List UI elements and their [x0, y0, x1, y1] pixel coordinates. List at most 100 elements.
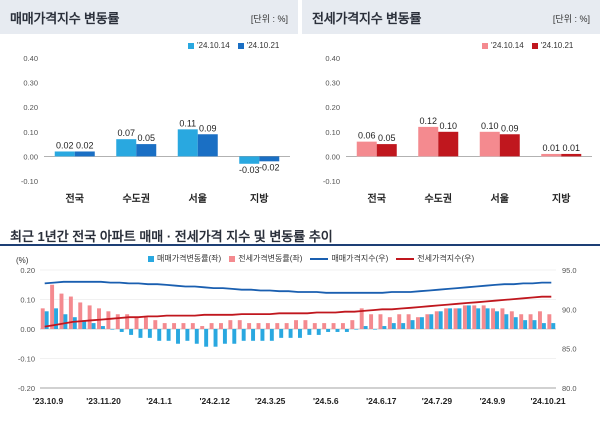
sale-rate-bar-31: [335, 329, 340, 332]
sale-rate-bar-14: [176, 329, 180, 344]
sale-rate-bar-17: [204, 329, 209, 347]
sale-data-label-3-0: -0.03: [239, 165, 260, 175]
sale-rate-bar-26: [288, 329, 293, 338]
jeonse-ytick-4: 0.00: [325, 152, 340, 161]
jeonse-rate-bar-18: [209, 323, 214, 329]
trend-legend-item-2: 전세가격변동률(좌): [229, 253, 302, 264]
sale-ytick-1: 0.30: [23, 79, 38, 88]
trend-title-underline: [0, 244, 600, 246]
jeonse-rate-bar-54: [547, 314, 552, 329]
sale-rate-bar-40: [419, 317, 424, 329]
sale-rate-bar-50: [513, 317, 518, 329]
sale-data-label-0-1: 0.02: [76, 140, 94, 150]
sale-rate-bar-47: [485, 308, 490, 329]
sale-rate-bar-10: [138, 329, 143, 338]
trend-xtick-7: '24.7.29: [422, 396, 453, 406]
jeonse-rate-bar-41: [425, 314, 430, 329]
jeonse-rate-bar-36: [378, 314, 383, 329]
sale-rate-bar-6: [100, 326, 105, 329]
sale-category-0: 전국: [66, 192, 84, 205]
sale-index-line: [44, 280, 552, 294]
sale-rate-bar-34: [363, 326, 368, 329]
jeonse-rate-bar-52: [528, 314, 533, 329]
sale-data-label-2-0: 0.11: [179, 118, 196, 128]
sale-rate-bar-28: [307, 329, 312, 335]
sale-legend-swatch-2: [237, 42, 244, 49]
jeonse-data-label-0-1: 0.05: [378, 133, 396, 143]
trend-legend-label-4: 전세가격지수(우): [417, 254, 475, 263]
jeonse-rate-bar-51: [519, 314, 524, 329]
sale-ytick-4: 0.00: [23, 152, 38, 161]
jeonse-title-bar: [302, 0, 600, 34]
sale-rate-bar-54: [551, 323, 556, 329]
jeonse-rate-bar-28: [303, 320, 308, 329]
sale-rate-bar-46: [476, 308, 481, 329]
sale-rate-bar-41: [429, 314, 434, 329]
jeonse-data-label-2-1: 0.09: [501, 123, 519, 133]
trend-legend-item-4: 전세가격지수(우): [396, 253, 474, 264]
jeonse-rate-bar-14: [172, 323, 177, 329]
jeonse-rate-bar-26: [284, 323, 289, 329]
sale-rate-bar-51: [523, 320, 528, 329]
sale-bar-0-1: [74, 151, 95, 157]
trend-left-tick-0: 0.20: [20, 266, 35, 275]
jeonse-category-3: 지방: [552, 192, 571, 205]
jeonse-legend-swatch-1: [482, 42, 488, 49]
sale-unit-label: [단위 : %]: [250, 14, 288, 24]
sale-bar-1-0: [116, 139, 137, 157]
sale-bar-2-0: [177, 129, 198, 157]
sale-data-label-3-1: -0.02: [259, 162, 280, 172]
jeonse-rate-bar-44: [453, 308, 458, 329]
jeonse-data-label-3-0: 0.01: [542, 143, 560, 153]
sale-rate-bar-48: [495, 311, 499, 329]
jeonse-rate-bar-16: [190, 323, 195, 329]
trend-xtick-5: '24.5.6: [313, 396, 339, 406]
jeonse-rate-bar-4: [78, 302, 83, 329]
trend-legend-swatch-3: [310, 257, 329, 260]
sale-legend: '24.10.14 '24.10.21: [188, 41, 279, 50]
trend-y-unit: (%): [16, 256, 29, 265]
sale-data-label-1-1: 0.05: [137, 133, 155, 143]
jeonse-ytick-2: 0.20: [325, 103, 340, 112]
jeonse-data-label-1-1: 0.10: [439, 121, 457, 131]
jeonse-data-label-0-0: 0.06: [358, 131, 376, 141]
trend-xtick-1: '23.11.20: [86, 396, 121, 406]
sale-rate-bar-53: [541, 323, 546, 329]
jeonse-rate-bar-3: [68, 296, 73, 329]
jeonse-legend-swatch-2: [531, 42, 538, 49]
sale-rate-bar-3: [72, 317, 77, 329]
jeonse-rate-bar-50: [509, 311, 514, 329]
jeonse-legend-item-2: '24.10.21: [531, 41, 574, 50]
sale-rate-bar-8: [119, 329, 124, 332]
sale-rate-bar-44: [457, 308, 462, 329]
sale-rate-bar-5: [91, 323, 96, 329]
trend-right-tick-1: 90.0: [562, 305, 577, 314]
sale-rate-bar-12: [157, 329, 162, 341]
sale-rate-bar-9: [129, 329, 134, 335]
sale-panel-title: 매매가격지수 변동률: [10, 11, 120, 26]
sale-rate-bar-2: [63, 314, 68, 329]
jeonse-rate-bar-38: [397, 314, 402, 329]
sale-category-2: 서울: [189, 192, 207, 205]
trend-xtick-4: '24.3.25: [255, 396, 286, 406]
trend-legend-label-3: 매매가격지수(우): [331, 254, 389, 263]
jeonse-panel: 전세가격지수 변동률 [단위 : %] '24.10.14 '24.10.21 …: [302, 0, 600, 216]
jeonse-rate-bar-43: [444, 308, 449, 329]
jeonse-rate-bar-29: [312, 323, 317, 329]
sale-legend-item-2: '24.10.21: [237, 41, 279, 50]
sale-rate-bar-38: [401, 323, 406, 329]
jeonse-rate-bar-22: [247, 323, 252, 329]
jeonse-legend-label-1: '24.10.14: [491, 41, 524, 50]
sale-category-1: 수도권: [122, 193, 150, 205]
jeonse-rate-bar-49: [500, 308, 505, 329]
jeonse-legend-label-2: '24.10.21: [540, 41, 574, 50]
jeonse-rate-bar-53: [537, 311, 542, 329]
sale-bar-0-0: [54, 151, 75, 157]
jeonse-rate-bar-2: [59, 293, 64, 329]
jeonse-bar-0-0: [356, 141, 377, 157]
sale-rate-bar-49: [504, 314, 509, 329]
jeonse-rate-bar-8: [115, 314, 120, 329]
trend-xtick-0: '23.10.9: [33, 396, 64, 406]
jeonse-rate-bar-30: [322, 323, 327, 329]
